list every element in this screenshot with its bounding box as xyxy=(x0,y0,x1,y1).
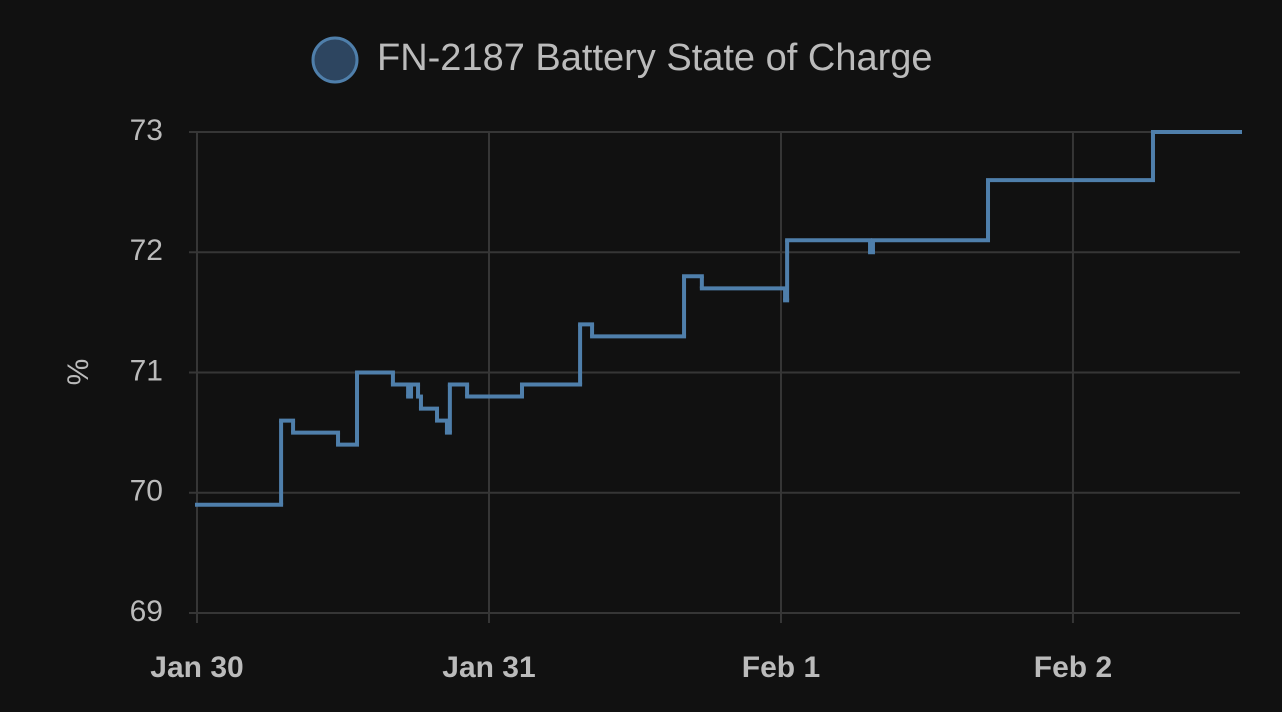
y-tick-label: 72 xyxy=(130,234,163,267)
x-tick-label: Jan 31 xyxy=(442,651,535,684)
x-tick-label: Feb 2 xyxy=(1034,651,1112,684)
y-tick-label: 71 xyxy=(130,354,163,387)
x-tick-label: Jan 30 xyxy=(150,651,243,684)
legend-label: FN-2187 Battery State of Charge xyxy=(377,37,933,79)
y-tick-label: 70 xyxy=(130,475,163,508)
y-tick-label: 73 xyxy=(130,114,163,147)
x-tick-label: Feb 1 xyxy=(742,651,820,684)
y-tick-label: 69 xyxy=(130,595,163,628)
y-axis-label: % xyxy=(62,359,95,386)
legend-swatch xyxy=(311,36,359,84)
